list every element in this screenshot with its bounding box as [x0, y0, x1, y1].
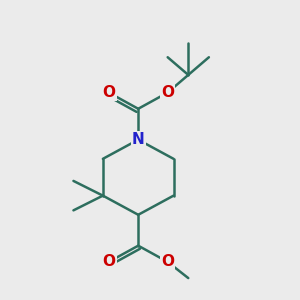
Text: O: O — [102, 85, 115, 100]
Text: O: O — [102, 254, 115, 269]
Text: O: O — [161, 254, 174, 269]
Text: N: N — [132, 132, 145, 147]
Text: O: O — [161, 85, 174, 100]
